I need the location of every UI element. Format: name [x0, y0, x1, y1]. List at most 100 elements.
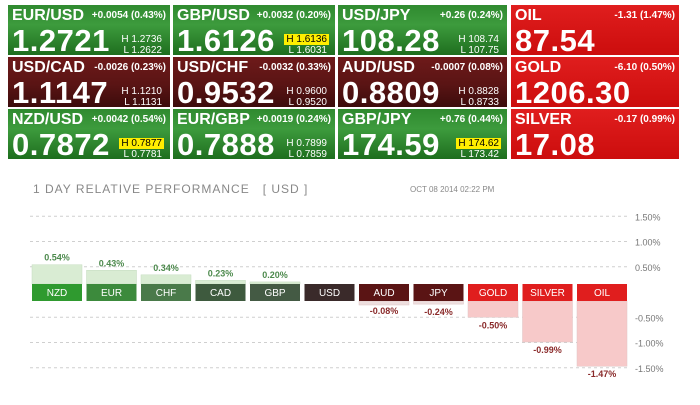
value-label: 0.34%	[153, 263, 179, 273]
category-box-usd	[304, 284, 355, 301]
bar-aud	[358, 300, 410, 306]
tile-high: H 174.62	[456, 138, 501, 149]
tile-price: 1.6126	[177, 23, 275, 56]
tile-change: +0.26 (0.24%)	[439, 10, 503, 21]
category-box-eur	[86, 284, 137, 301]
tile-change: +0.0032 (0.20%)	[256, 10, 331, 21]
category-label: SILVER	[530, 288, 565, 299]
tile-high: H 1.1210	[121, 86, 162, 97]
y-tick-label: 1.50%	[635, 212, 661, 222]
tile-symbol: USD/CAD	[12, 59, 85, 76]
category-box-chf	[141, 284, 191, 301]
tile-high: H 0.9600	[286, 86, 327, 97]
tile-price: 174.59	[342, 127, 440, 160]
tile-low: L 1.2622	[123, 45, 162, 56]
tile-change: +0.0019 (0.24%)	[256, 114, 331, 125]
category-box-jpy	[413, 284, 464, 301]
tile-price: 87.54	[515, 23, 596, 56]
tile-symbol: AUD/USD	[342, 59, 415, 76]
quote-tile-gbp-usd[interactable]: GBP/USD +0.0032 (0.20%) 1.6126 H 1.6136 L 1.…	[172, 4, 336, 56]
value-label: -1.47%	[588, 369, 617, 379]
category-label: CAD	[210, 288, 231, 299]
tile-symbol: EUR/GBP	[177, 111, 250, 128]
value-label: -0.50%	[479, 320, 508, 330]
y-tick-label: -1.00%	[635, 339, 664, 349]
category-box-oil	[577, 284, 627, 301]
tile-symbol: SILVER	[515, 111, 572, 128]
tile-high: H 1.6136	[284, 34, 329, 45]
value-label: -0.24%	[424, 307, 453, 317]
category-box-gbp	[250, 284, 300, 301]
tile-symbol: GBP/JPY	[342, 111, 412, 128]
tile-price: 17.08	[515, 127, 596, 160]
value-label: -0.08%	[370, 306, 399, 316]
tile-price: 108.28	[342, 23, 440, 56]
category-label: EUR	[101, 288, 122, 299]
tile-low: L 0.7781	[123, 149, 162, 160]
tile-symbol: EUR/USD	[12, 7, 85, 24]
y-tick-label: -1.50%	[635, 364, 664, 374]
tile-symbol: OIL	[515, 7, 542, 24]
category-box-aud	[359, 284, 409, 301]
value-label: 0.23%	[208, 268, 234, 278]
tile-low: L 173.42	[460, 149, 499, 160]
bar-silver	[522, 300, 573, 343]
tile-price: 1.2721	[12, 23, 110, 56]
value-label: 0.43%	[99, 258, 125, 268]
quote-tile-nzd-usd[interactable]: NZD/USD +0.0042 (0.54%) 0.7872 H 0.7877 L 0.…	[7, 108, 171, 160]
tile-change: +0.0042 (0.54%)	[91, 114, 166, 125]
quote-tile-usd-cad[interactable]: USD/CAD -0.0026 (0.23%) 1.1147 H 1.1210 L 1.…	[7, 56, 171, 108]
value-label: 0.20%	[262, 270, 288, 280]
tile-symbol: GBP/USD	[177, 7, 250, 24]
bar-chf	[140, 274, 192, 285]
tile-low: L 0.9520	[288, 97, 327, 108]
tile-price: 0.8809	[342, 75, 440, 108]
y-tick-label: -0.50%	[635, 313, 664, 323]
value-label: 0.54%	[44, 253, 70, 263]
category-label: NZD	[47, 288, 68, 299]
value-label: -0.99%	[533, 345, 562, 355]
bar-oil	[576, 300, 628, 367]
quote-tile-gbp-jpy[interactable]: GBP/JPY +0.76 (0.44%) 174.59 H 174.62 L 173.…	[337, 108, 508, 160]
category-box-nzd	[32, 284, 82, 301]
bar-gold	[467, 300, 519, 318]
tile-change: -0.0032 (0.33%)	[259, 62, 331, 73]
y-tick-label: 1.00%	[635, 238, 661, 248]
category-label: GBP	[264, 288, 285, 299]
tile-symbol: GOLD	[515, 59, 562, 76]
tile-low: L 0.8733	[460, 97, 499, 108]
quote-tile-usd-jpy[interactable]: USD/JPY +0.26 (0.24%) 108.28 H 108.74 L 107.…	[337, 4, 508, 56]
quote-tile-oil[interactable]: OIL -1.31 (1.47%) 87.54	[510, 4, 680, 56]
quote-tile-silver[interactable]: SILVER -0.17 (0.99%) 17.08	[510, 108, 680, 160]
tile-change: -6.10 (0.50%)	[614, 62, 675, 73]
category-box-silver	[522, 284, 573, 301]
bar-nzd	[31, 264, 83, 285]
quote-tile-aud-usd[interactable]: AUD/USD -0.0007 (0.08%) 0.8809 H 0.8828 L 0.…	[337, 56, 508, 108]
tile-high: H 0.7899	[286, 138, 327, 149]
y-tick-label: 0.50%	[635, 263, 661, 273]
tile-low: L 1.1131	[124, 97, 162, 108]
quote-tile-usd-chf[interactable]: USD/CHF -0.0032 (0.33%) 0.9532 H 0.9600 L 0.…	[172, 56, 336, 108]
tile-change: -1.31 (1.47%)	[614, 10, 675, 21]
category-label: USD	[319, 288, 340, 299]
tile-price: 0.7888	[177, 127, 275, 160]
tile-high: H 0.8828	[458, 86, 499, 97]
chart-title: 1 DAY RELATIVE PERFORMANCE [ USD ]	[33, 182, 309, 196]
tile-price: 1.1147	[12, 75, 109, 108]
category-label: AUD	[373, 288, 394, 299]
category-label: CHF	[156, 288, 177, 299]
quote-tile-eur-gbp[interactable]: EUR/GBP +0.0019 (0.24%) 0.7888 H 0.7899 L 0.…	[172, 108, 336, 160]
bar-eur	[86, 270, 137, 285]
tile-price: 0.9532	[177, 75, 275, 108]
tile-low: L 107.75	[460, 45, 499, 56]
category-box-cad	[195, 284, 246, 301]
tile-high: H 108.74	[458, 34, 499, 45]
category-label: OIL	[594, 288, 611, 299]
category-label: JPY	[429, 288, 448, 299]
quote-tile-gold[interactable]: GOLD -6.10 (0.50%) 1206.30	[510, 56, 680, 108]
tile-change: +0.0054 (0.43%)	[91, 10, 166, 21]
chart-timestamp: OCT 08 2014 02:22 PM	[410, 185, 495, 194]
tile-change: -0.0026 (0.23%)	[94, 62, 166, 73]
quote-tile-eur-usd[interactable]: EUR/USD +0.0054 (0.43%) 1.2721 H 1.2736 L 1.…	[7, 4, 171, 56]
tile-low: L 0.7859	[288, 149, 327, 160]
